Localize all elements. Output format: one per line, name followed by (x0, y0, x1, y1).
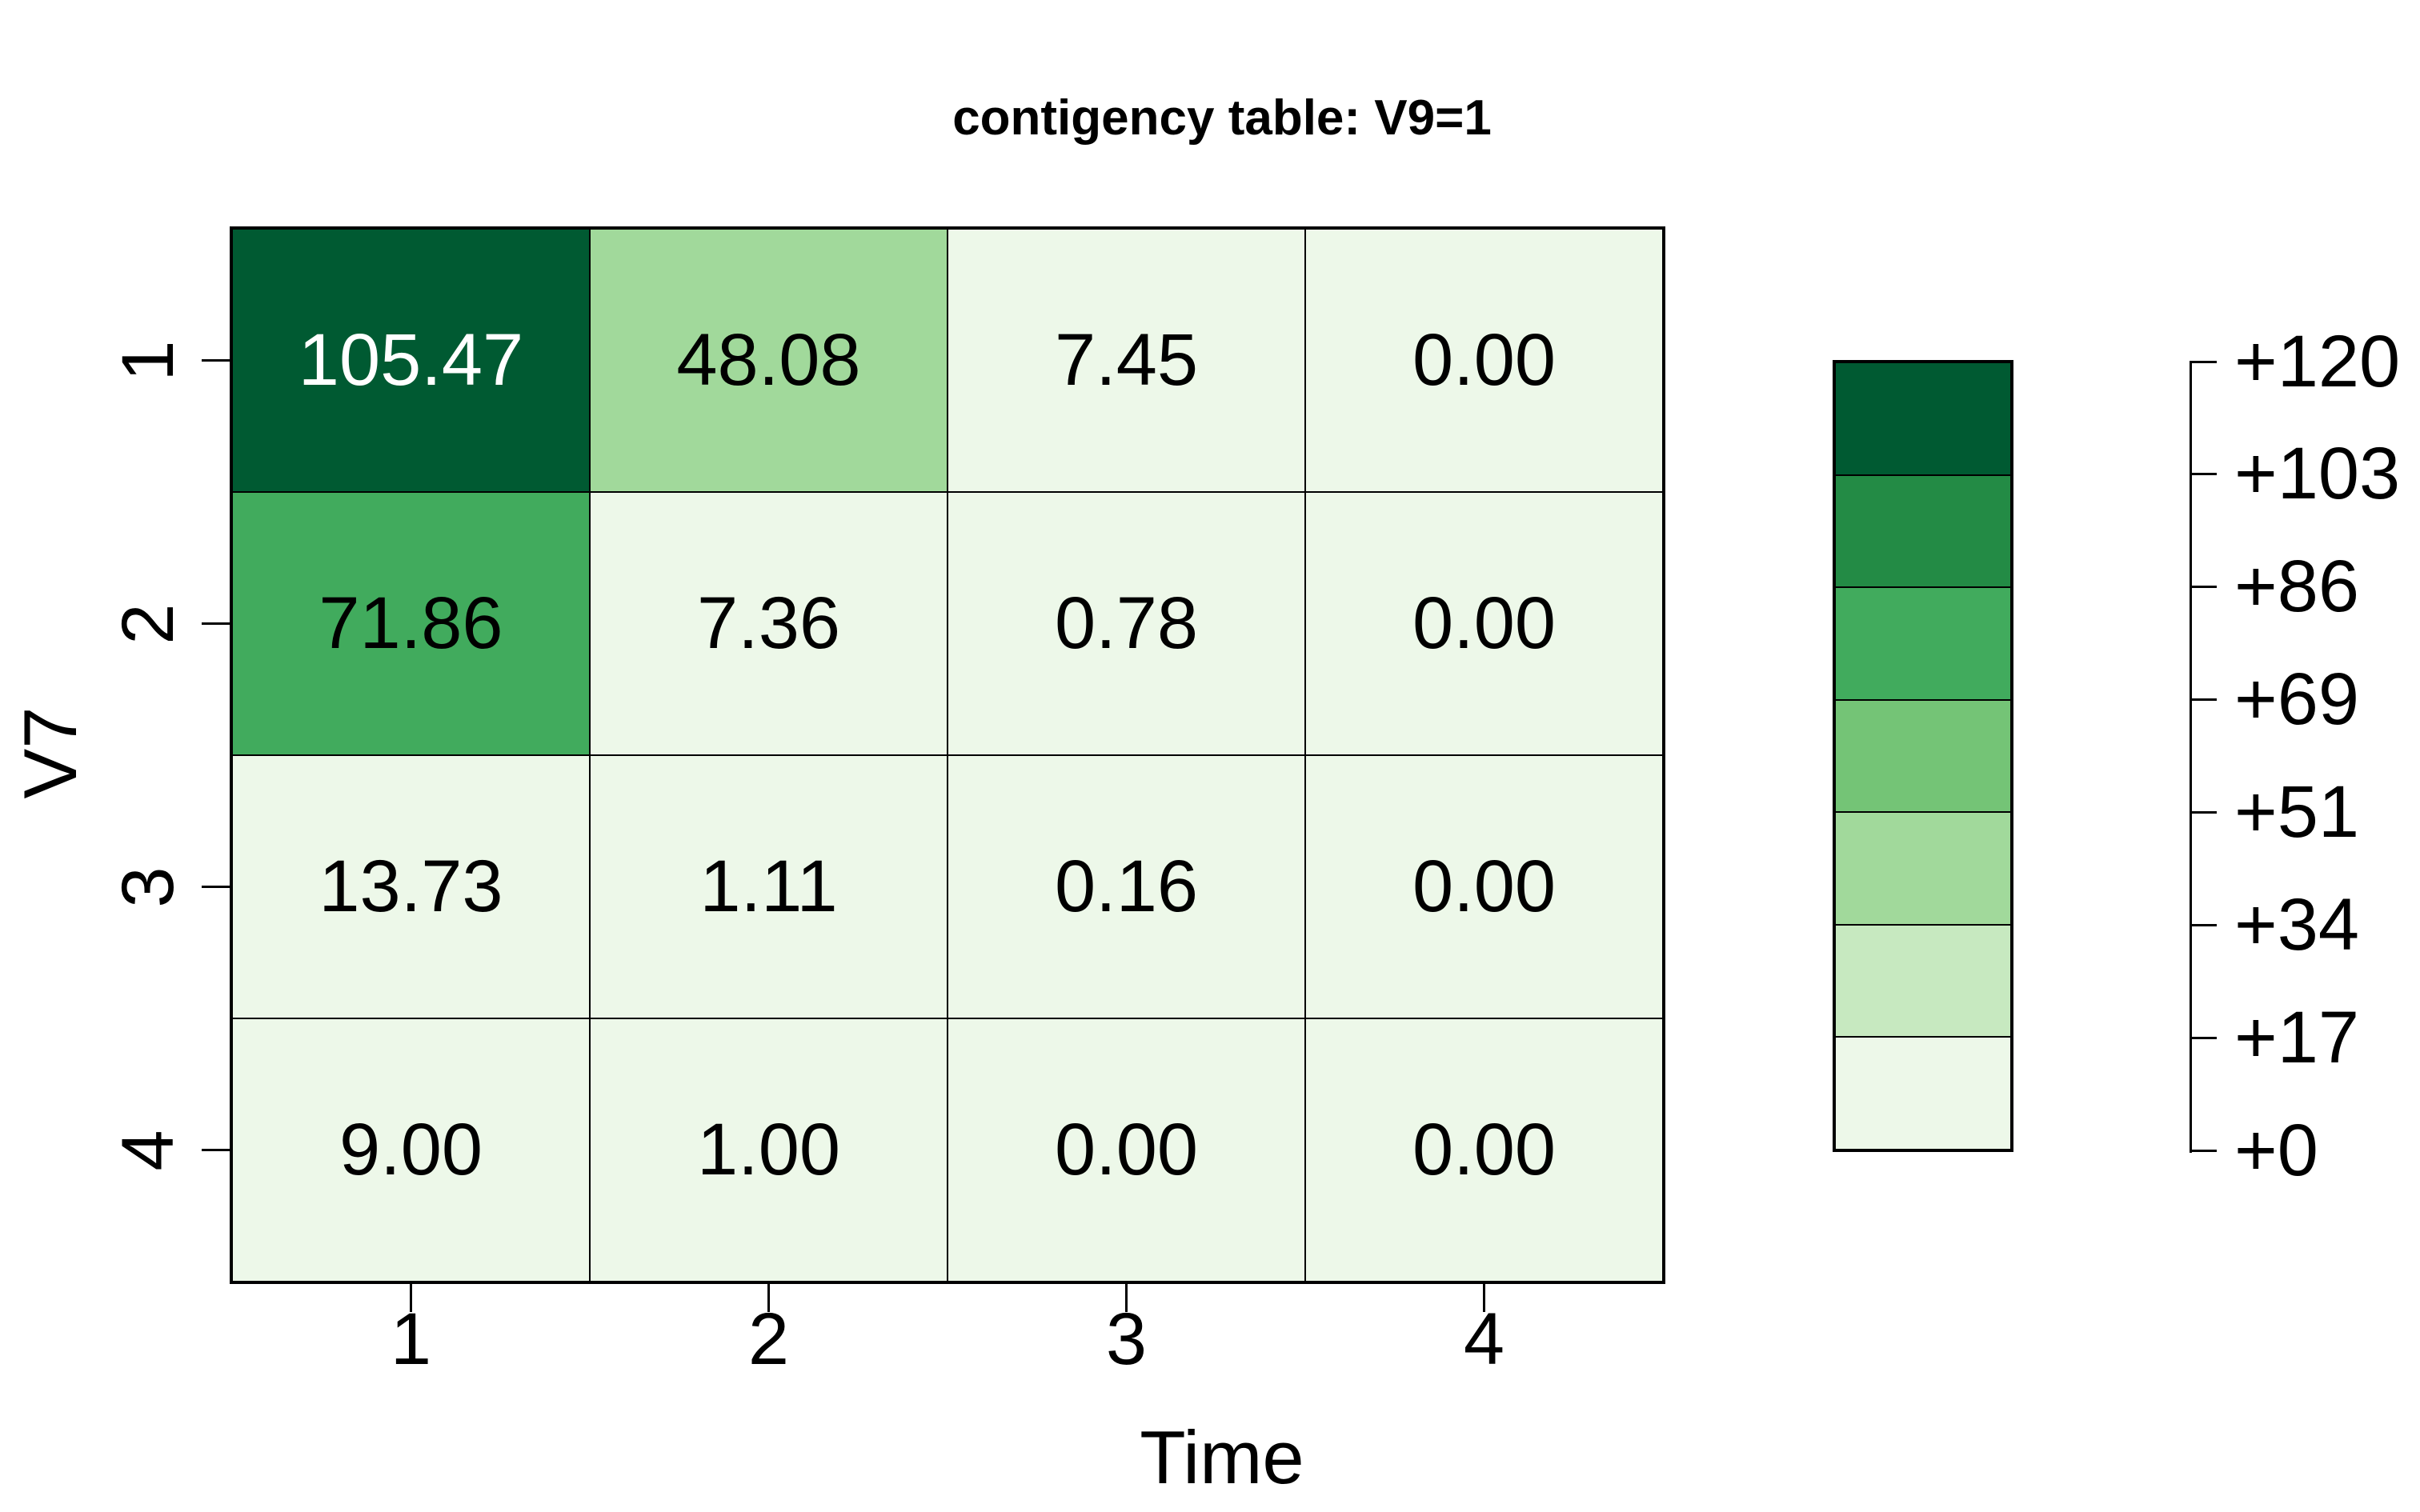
y-tick-label: 2 (106, 602, 189, 645)
legend-color-segment (1835, 1037, 2011, 1150)
heatmap-cell: 0.16 (948, 755, 1305, 1018)
legend-color-segment (1835, 474, 2011, 588)
legend-tick-label: +86 (2234, 546, 2360, 628)
legend-color-segment (1835, 699, 2011, 813)
y-tick-label: 4 (106, 1129, 189, 1171)
legend-color-segment (1835, 924, 2011, 1038)
x-axis-tick (1125, 1282, 1128, 1312)
legend-tick (2190, 1149, 2217, 1152)
legend-color-segment (1835, 362, 2011, 475)
y-axis-tick (202, 1149, 232, 1151)
y-tick-label: 3 (106, 866, 189, 908)
legend-tick (2190, 923, 2217, 926)
heatmap-cell: 0.00 (1305, 1018, 1663, 1282)
heatmap-cell: 7.36 (590, 492, 948, 755)
y-axis-tick (202, 622, 232, 625)
heatmap-cell: 0.00 (1305, 492, 1663, 755)
legend-tick-label: +69 (2234, 658, 2360, 741)
heatmap-cell: 9.00 (232, 1018, 590, 1282)
x-axis-tick (410, 1282, 412, 1312)
legend-tick-label: +103 (2234, 433, 2401, 515)
legend-color-segment (1835, 587, 2011, 700)
heatmap-grid: 105.47 48.08 7.45 0.00 71.86 7.36 0.78 0.00 13.7… (230, 226, 1665, 1284)
y-axis-tick (202, 886, 232, 888)
x-tick-label: 2 (747, 1298, 790, 1380)
heatmap-cell: 0.78 (948, 492, 1305, 755)
heatmap-cell: 0.00 (1305, 755, 1663, 1018)
x-axis-tick (1483, 1282, 1485, 1312)
legend-tick-label: +120 (2234, 320, 2401, 402)
heatmap-cell: 71.86 (232, 492, 590, 755)
legend-tick (2190, 473, 2217, 476)
legend-tick-label: +51 (2234, 770, 2360, 853)
legend-tick (2190, 586, 2217, 589)
legend-tick (2190, 360, 2217, 363)
y-axis-tick (202, 359, 232, 362)
x-tick-label: 3 (1105, 1298, 1148, 1380)
legend-tick (2190, 698, 2217, 702)
y-tick-label: 1 (106, 339, 189, 382)
legend-tick-label: +34 (2234, 883, 2360, 966)
legend-tick-label: +17 (2234, 996, 2360, 1078)
heatmap-cell: 105.47 (232, 229, 590, 492)
legend-color-segment (1835, 812, 2011, 925)
heatmap-cell: 0.00 (1305, 229, 1663, 492)
legend-tick (2190, 1036, 2217, 1039)
heatmap-cell: 7.45 (948, 229, 1305, 492)
heatmap-cell: 1.11 (590, 755, 948, 1018)
x-tick-label: 4 (1463, 1298, 1505, 1380)
legend-tick-label: +0 (2234, 1109, 2318, 1191)
x-axis-label: Time (1140, 1415, 1304, 1499)
heatmap-cell: 48.08 (590, 229, 948, 492)
heatmap-cell: 1.00 (590, 1018, 948, 1282)
plot-title: contigency table: V9=1 (952, 90, 1492, 146)
x-tick-label: 1 (390, 1298, 432, 1380)
legend-axis-line (2190, 362, 2192, 1153)
heatmap-cell: 0.00 (948, 1018, 1305, 1282)
legend-tick (2190, 810, 2217, 814)
x-axis-tick (767, 1282, 770, 1312)
legend-colorbar (1833, 360, 2013, 1152)
heatmap-cell: 13.73 (232, 755, 590, 1018)
